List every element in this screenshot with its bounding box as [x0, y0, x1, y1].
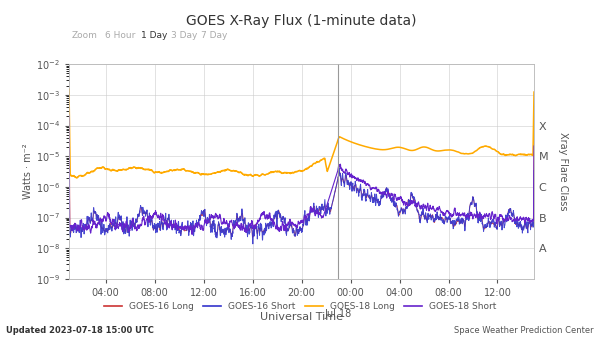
Y-axis label: Watts · m⁻²: Watts · m⁻² — [23, 144, 33, 199]
Y-axis label: Xray Flare Class: Xray Flare Class — [558, 132, 568, 211]
Text: 6 Hour: 6 Hour — [105, 31, 136, 40]
Text: 7 Day: 7 Day — [201, 31, 227, 40]
X-axis label: Universal Time: Universal Time — [260, 312, 343, 322]
Text: 3 Day: 3 Day — [171, 31, 197, 40]
Text: Jul 18: Jul 18 — [325, 309, 352, 319]
Legend: GOES-16 Long, GOES-16 Short, GOES-18 Long, GOES-18 Short: GOES-16 Long, GOES-16 Short, GOES-18 Lon… — [100, 299, 500, 315]
Text: Updated 2023-07-18 15:00 UTC: Updated 2023-07-18 15:00 UTC — [6, 325, 154, 335]
Title: GOES X-Ray Flux (1-minute data): GOES X-Ray Flux (1-minute data) — [186, 14, 417, 28]
Text: 1 Day: 1 Day — [141, 31, 167, 40]
Text: Space Weather Prediction Center: Space Weather Prediction Center — [454, 325, 594, 335]
Text: Zoom: Zoom — [72, 31, 98, 40]
